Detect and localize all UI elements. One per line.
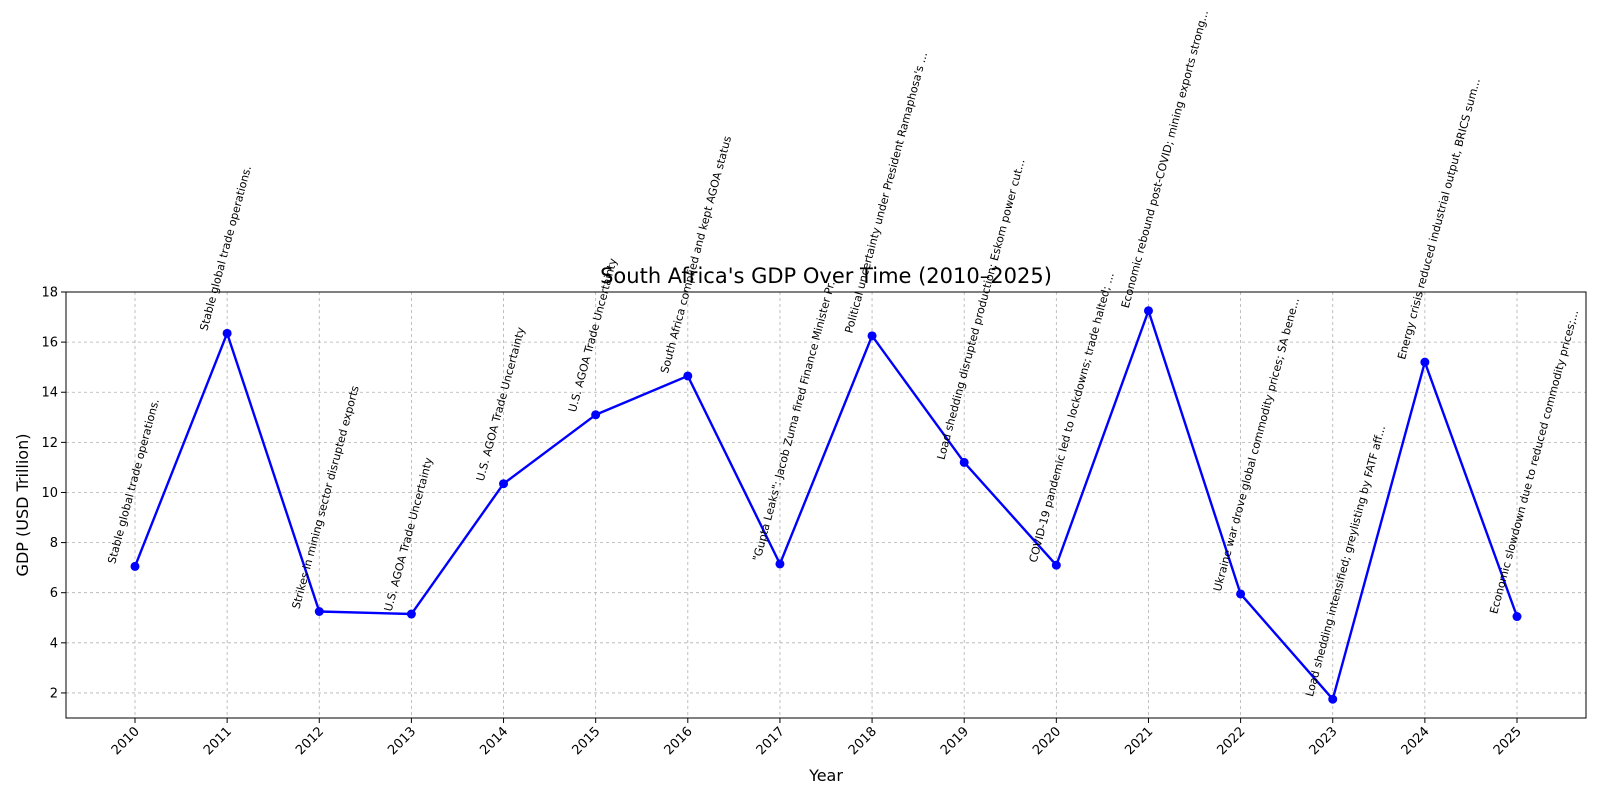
gdp-series-line (133, 309, 1519, 701)
data-point (1420, 357, 1430, 367)
data-annotation: Ukraine war drove global commodity price… (1211, 296, 1302, 592)
data-annotation: South Africa complied and kept AGOA stat… (658, 134, 734, 374)
x-tick-label: 2012 (293, 724, 327, 758)
y-tick-label: 14 (41, 386, 58, 401)
data-point (867, 331, 877, 341)
data-annotation: Stable global trade operations. (197, 164, 254, 332)
data-annotation: U.S. AGOA Trade Uncertainty (474, 325, 528, 482)
data-point (591, 410, 601, 420)
data-point (1328, 694, 1338, 704)
data-annotation: Stable global trade operations. (105, 397, 162, 565)
data-point (683, 371, 693, 381)
data-point (314, 607, 324, 616)
x-tick-label: 2018 (846, 724, 880, 758)
data-annotation: Load shedding disrupted production; Esko… (935, 158, 1028, 462)
data-annotation: Strikes in mining sector disrupted expor… (290, 384, 362, 610)
y-axis: 2 4 6 8 10 12 14 16 18 (41, 286, 66, 701)
x-tick-label: 2019 (938, 724, 972, 758)
x-tick-label: 2014 (477, 724, 511, 758)
data-annotation: U.S. AGOA Trade Uncertainty (382, 456, 436, 613)
y-tick-label: 12 (41, 436, 58, 451)
x-tick-label: 2010 (109, 724, 143, 758)
data-point (775, 559, 785, 569)
data-annotation: Energy crisis reduced industrial output,… (1395, 77, 1483, 361)
x-tick-label: 2020 (1030, 724, 1064, 758)
x-tick-label: 2024 (1399, 724, 1433, 758)
y-tick-label: 18 (41, 286, 58, 301)
data-annotation: "Gupta Leaks": Jacob Zuma fired Finance … (750, 273, 839, 563)
data-point (1143, 306, 1153, 316)
data-point (959, 457, 969, 467)
x-axis-label: Year (808, 766, 843, 785)
y-tick-label: 2 (50, 686, 58, 701)
data-point (1051, 560, 1061, 570)
y-tick-label: 8 (50, 536, 58, 551)
data-point (1512, 612, 1522, 622)
y-axis-label: GDP (USD Trillion) (13, 434, 32, 577)
data-point (130, 561, 140, 571)
x-axis: 2010 2011 2012 2013 2014 2015 2016 2017 2018 2019… (109, 718, 1525, 758)
data-annotation: Load shedding intensified; greylisting b… (1303, 424, 1388, 698)
y-tick-label: 10 (41, 486, 58, 501)
data-point (499, 479, 509, 489)
data-point (1236, 589, 1246, 599)
x-tick-label: 2023 (1307, 724, 1341, 758)
y-tick-label: 16 (41, 336, 58, 351)
plot-frame (65, 291, 1587, 719)
x-tick-label: 2015 (569, 724, 603, 758)
data-point (406, 609, 416, 619)
data-points (130, 306, 1522, 704)
y-tick-label: 6 (50, 586, 58, 601)
x-tick-label: 2013 (385, 724, 419, 758)
x-tick-label: 2022 (1214, 724, 1248, 758)
chart-title: South Africa's GDP Over Time (2010–2025) (600, 264, 1052, 288)
data-annotation: Economic slowdown due to reduced commodi… (1487, 309, 1581, 616)
x-tick-label: 2017 (754, 724, 788, 758)
x-tick-label: 2011 (201, 724, 235, 758)
data-point (222, 328, 232, 338)
data-annotation: Economic rebound post-COVID; mining expo… (1119, 9, 1211, 310)
x-tick-label: 2021 (1122, 724, 1156, 758)
x-tick-label: 2025 (1491, 724, 1525, 758)
y-tick-label: 4 (50, 636, 58, 651)
x-tick-label: 2016 (662, 724, 696, 758)
annotations: Stable global trade operations. Stable gl… (105, 9, 1581, 698)
